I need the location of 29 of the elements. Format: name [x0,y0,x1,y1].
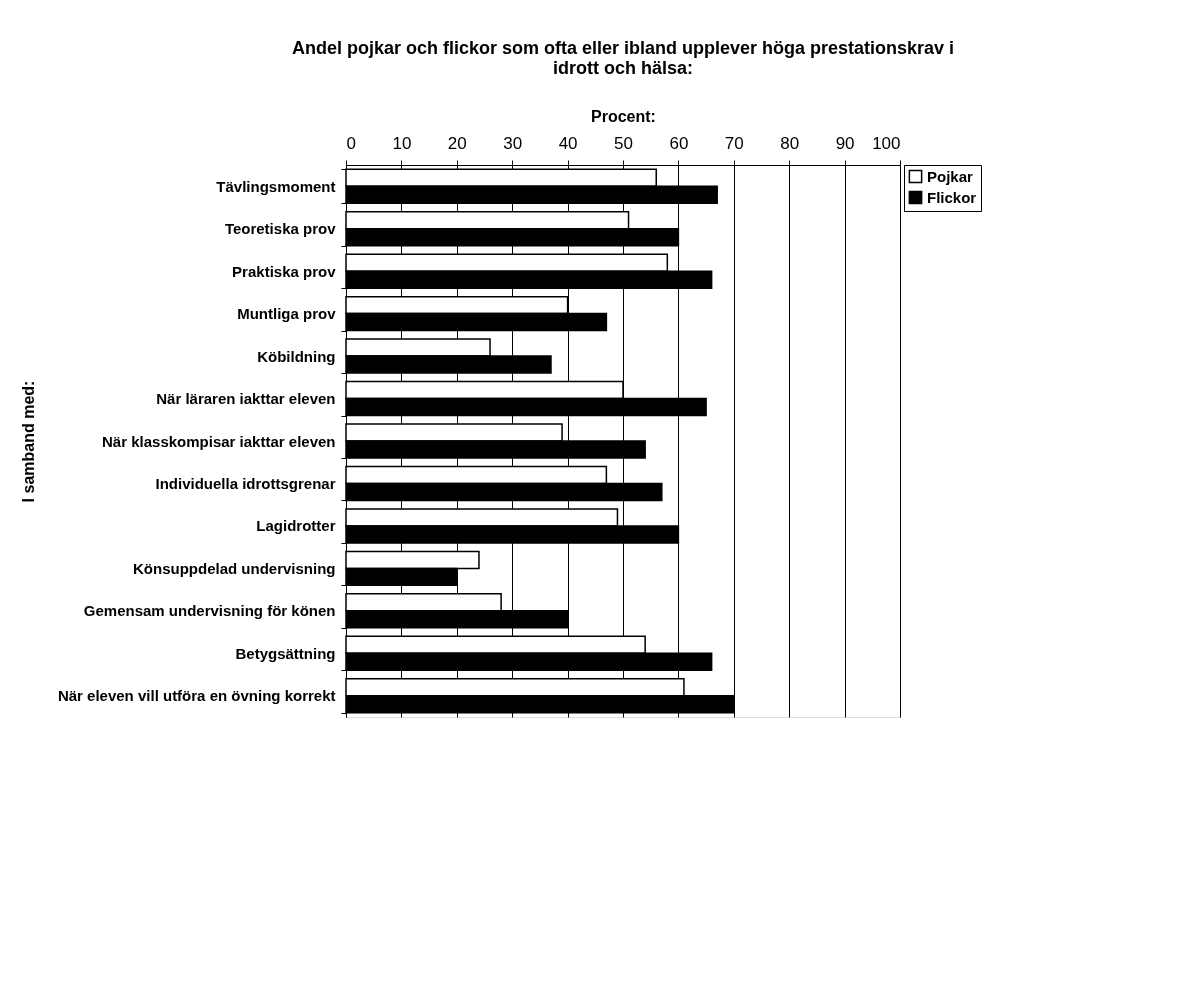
y-tick-label: Betygsättning [235,644,336,662]
x-tick-label: 60 [669,133,689,153]
y-axis-title: I samband med: [19,380,37,503]
y-tick-label: Muntliga prov [237,305,337,323]
y-tick-label: Könsuppdelad undervisning [132,559,336,577]
chart-title: Andel pojkar och flickor som ofta eller ibland upplever höga prestationskrav i idrott och hälsa: [291,38,955,78]
y-tick-label: Köbildning [257,347,336,365]
x-tick-label: 70 [724,133,744,153]
x-tick-label: 10 [392,133,412,153]
legend-label: Pojkar [927,167,974,185]
y-tick-label: Individuella idrottsgrenar [155,474,336,492]
y-tick-label: Teoretiska prov [224,220,337,238]
y-tick-label: När eleven vill utföra en övning korrekt [57,687,336,705]
y-tick-label: Gemensam undervisning för könen [83,602,336,620]
x-tick-label: 20 [447,133,467,153]
x-axis-title: Procent: [591,107,656,125]
x-tick-label: 50 [614,133,633,153]
x-tick-label: 80 [780,133,800,153]
y-tick-label: När klasskompisar iakttar eleven [102,432,336,450]
legend-label: Flickor [927,188,977,206]
x-tick-label: 30 [503,133,523,153]
x-tick-label: 100 [872,133,901,153]
y-tick-label: Lagidrotter [256,517,336,535]
x-tick-label: 90 [835,133,855,153]
y-tick-label: Tävlingsmoment [216,177,336,195]
x-tick-label: 0 [346,133,356,153]
y-tick-label: Praktiska prov [232,262,337,280]
y-tick-label: När läraren iakttar eleven [156,390,336,408]
x-tick-label: 40 [558,133,578,153]
